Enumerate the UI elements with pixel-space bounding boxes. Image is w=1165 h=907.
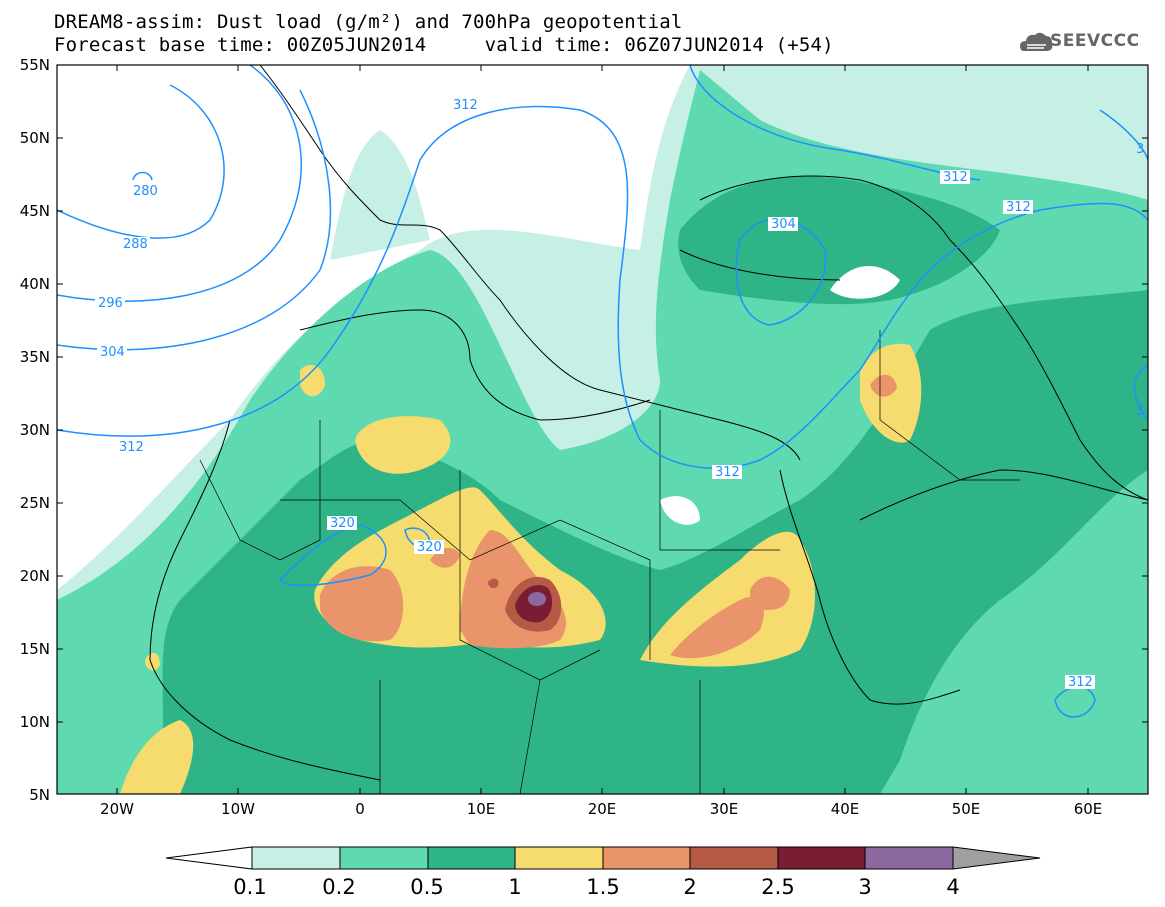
- cloud-icon: [1020, 32, 1053, 51]
- coastlines: [149, 65, 1148, 781]
- lon-label: 10W: [221, 800, 255, 818]
- lat-label: 45N: [20, 202, 50, 220]
- colorbar-low-arrow: [165, 846, 253, 870]
- lat-label: 10N: [20, 713, 50, 731]
- lat-label: 25N: [20, 494, 50, 512]
- geopotential-contours: [57, 65, 1148, 718]
- contour-label: 288: [123, 237, 148, 252]
- lat-label: 40N: [20, 275, 50, 293]
- lon-label: 50E: [952, 800, 981, 818]
- lon-label: 60E: [1074, 800, 1103, 818]
- contour-label: 304: [100, 345, 125, 360]
- contour-label: 320: [417, 540, 442, 555]
- colorbar-label: 1.5: [586, 875, 619, 899]
- lat-label: 50N: [20, 129, 50, 147]
- contour-label: 296: [98, 296, 123, 311]
- lon-label: 10E: [467, 800, 496, 818]
- lat-label: 20N: [20, 567, 50, 585]
- colorbar-label: 0.2: [322, 875, 355, 899]
- lat-label: 5N: [29, 786, 50, 804]
- contour-label: 280: [133, 184, 158, 199]
- dust-level-3: [528, 592, 546, 606]
- colorbar: 0.1 0.2 0.5 1 1.5 2 2.5 3 4: [165, 846, 1041, 899]
- lat-label: 35N: [20, 348, 50, 366]
- lat-label: 30N: [20, 421, 50, 439]
- contour-label: 312: [119, 440, 144, 455]
- contour-label: 3: [1136, 404, 1144, 419]
- seevccc-logo: SEEVCCC: [1050, 31, 1140, 51]
- clear-areas: [660, 266, 900, 525]
- lon-label: 30E: [710, 800, 739, 818]
- lat-label: 55N: [20, 56, 50, 74]
- contour-label: 3: [1136, 142, 1144, 157]
- colorbar-swatch: [865, 847, 953, 869]
- contour-label: 312: [1006, 200, 1031, 215]
- colorbar-swatch: [515, 847, 603, 869]
- contour-labels: 280 288 296 304 312 320 304 312 312 312 …: [95, 98, 1144, 690]
- contour-label: 304: [771, 217, 796, 232]
- colorbar-swatch: [603, 847, 690, 869]
- colorbar-high-arrow: [953, 847, 1040, 869]
- colorbar-label: 2.5: [761, 875, 794, 899]
- contour-label: 320: [330, 516, 355, 531]
- colorbar-swatch: [428, 847, 515, 869]
- colorbar-label: 0.5: [410, 875, 443, 899]
- colorbar-label: 4: [946, 875, 959, 899]
- colorbar-swatch: [252, 847, 340, 869]
- forecast-base-time: Forecast base time: 00Z05JUN2014: [54, 34, 427, 56]
- colorbar-swatch: [690, 847, 778, 869]
- map-area: 280 288 296 304 312 320 304 312 312 312 …: [57, 65, 1148, 794]
- forecast-times: Forecast base time: 00Z05JUN2014 valid t…: [54, 35, 834, 56]
- colorbar-swatch: [340, 847, 428, 869]
- valid-time: valid time: 06Z07JUN2014 (+54): [484, 34, 834, 56]
- colorbar-label: 1: [508, 875, 521, 899]
- contour-label: 312: [715, 465, 740, 480]
- map-title: DREAM8-assim: Dust load (g/m²) and 700hP…: [54, 11, 683, 33]
- lon-label: 0: [355, 800, 365, 818]
- colorbar-swatch: [778, 847, 865, 869]
- lon-label: 40E: [831, 800, 860, 818]
- latitude-axis: 55N 50N 45N 40N 35N 30N 25N 20N 15N 10N …: [20, 56, 1148, 804]
- country-borders: [199, 330, 1020, 794]
- longitude-axis: 20W 10W 0 10E 20E 30E 40E 50E 60E: [100, 65, 1102, 818]
- colorbar-label: 0.1: [233, 875, 266, 899]
- contour-label: 312: [1068, 675, 1093, 690]
- colorbar-label: 2: [683, 875, 696, 899]
- contour-label: 312: [453, 98, 478, 113]
- lat-label: 15N: [20, 640, 50, 658]
- lon-label: 20W: [100, 800, 134, 818]
- colorbar-label: 3: [858, 875, 871, 899]
- contour-label: 312: [943, 170, 968, 185]
- lon-label: 20E: [588, 800, 617, 818]
